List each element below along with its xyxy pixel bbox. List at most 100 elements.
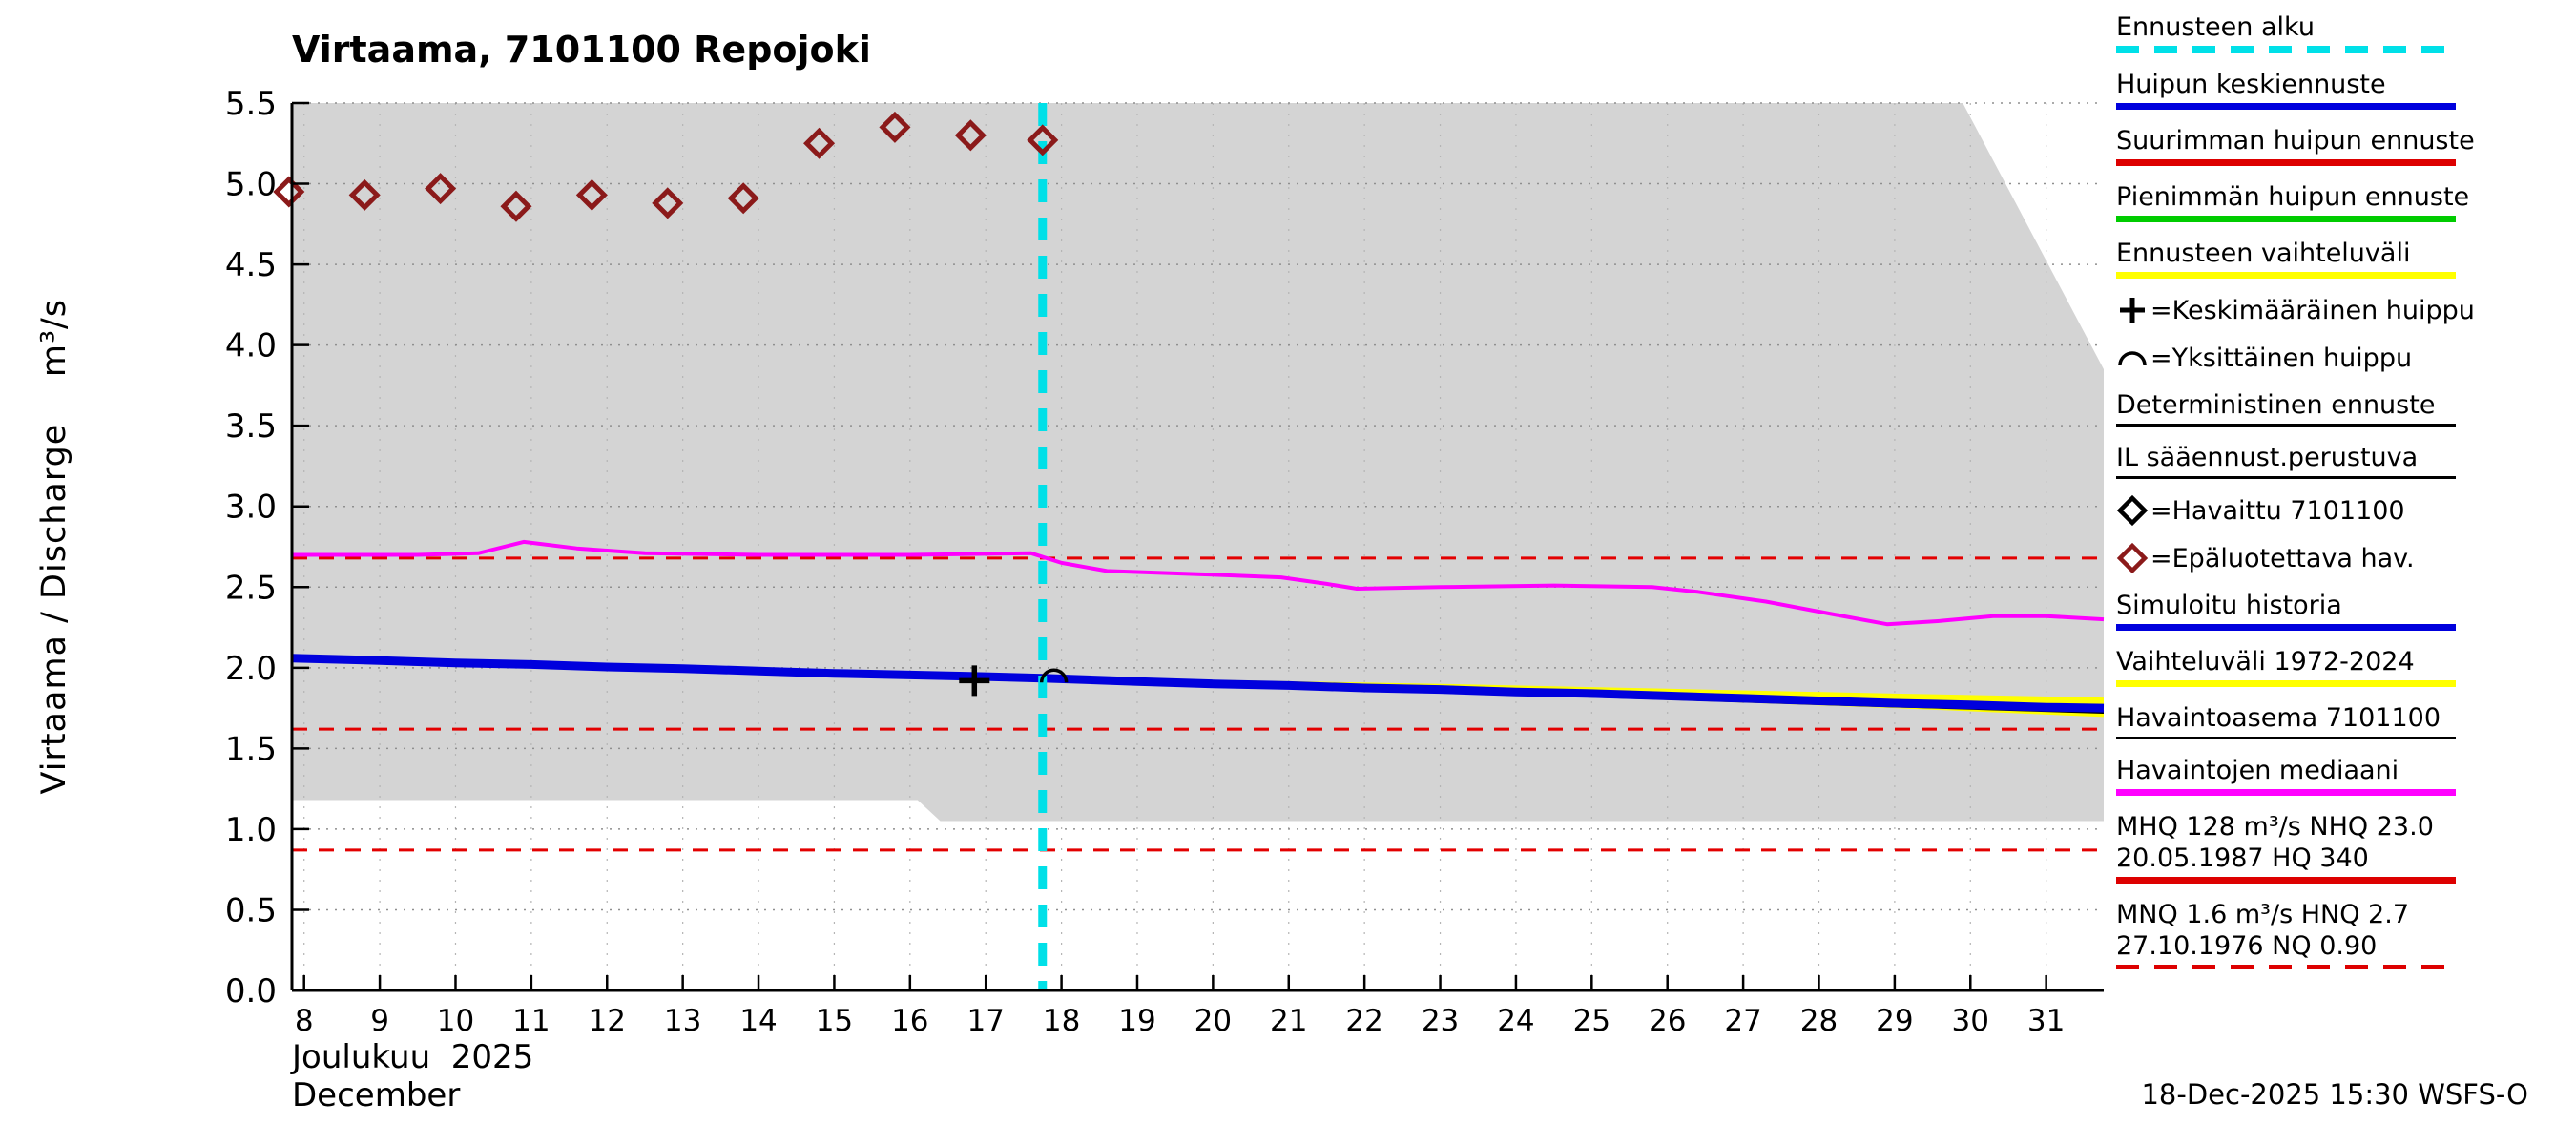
x-tick-label: 31 [2027,1004,2065,1038]
legend-item: Vaihteluväli 1972-2024 [2116,646,2456,687]
legend-swatch-line [2116,624,2456,631]
legend-item: Havaintoasema 7101100 [2116,702,2456,739]
y-axis-label: Virtaama / Discharge m³/s [35,299,73,795]
legend-item: =Yksittäinen huippu [2116,342,2456,380]
y-tick-label: 0.5 [225,891,277,929]
legend-swatch-line [2116,103,2456,110]
legend-label: =Keskimääräinen huippu [2150,295,2475,325]
y-tick-label: 2.0 [225,650,277,688]
legend-item: Ennusteen alku [2116,11,2456,53]
x-tick-label: 16 [891,1004,928,1038]
series-median [292,539,2105,627]
y-tick-label: 4.0 [225,327,277,365]
legend-label: Ennusteen vaihteluväli [2116,239,2411,268]
legend: Ennusteen alku Huipun keskiennuste Suurimm… [2116,11,2475,985]
unreliable-observation-diamond [803,127,836,159]
legend-label: Suurimman huipun ennuste [2116,126,2475,156]
diamond-marker-icon [2116,494,2149,527]
x-tick-label: 26 [1649,1004,1686,1038]
x-tick-label: 15 [816,1004,853,1038]
x-tick-label: 25 [1573,1004,1610,1038]
x-tick-label: 11 [512,1004,550,1038]
legend-swatch-line [2116,965,2456,969]
legend-label: =Yksittäinen huippu [2150,343,2413,373]
y-tick-label: 1.5 [225,730,277,768]
legend-label: Simuloitu historia [2116,591,2342,620]
x-tick-label: 9 [370,1004,389,1038]
legend-label: Ennusteen alku [2116,12,2315,42]
legend-item: =Havaittu 7101100 [2116,494,2456,532]
x-axis-month-fi: Joulukuu 2025 [292,1038,534,1076]
y-tick-label: 4.5 [225,246,277,284]
unreliable-observation-diamond [273,176,305,208]
legend-label: Havaintojen mediaani [2116,756,2399,785]
legend-item: MNQ 1.6 m³/s HNQ 2.7 27.10.1976 NQ 0.90 [2116,899,2456,969]
historical-range-area [292,103,2104,822]
legend-item: Suurimman huipun ennuste [2116,125,2475,166]
x-tick-label: 27 [1724,1004,1761,1038]
y-tick-label: 3.0 [225,489,277,527]
x-tick-label: 24 [1497,1004,1534,1038]
legend-item: Ennusteen vaihteluväli [2116,238,2456,279]
y-tick-label: 5.0 [225,166,277,204]
plus-marker-icon [2120,298,2145,323]
x-tick-label: 14 [739,1004,777,1038]
unreliable-observation-diamond [348,178,381,211]
legend-label: =Epäluotettava hav. [2150,543,2415,573]
unreliable-observation-diamond [575,178,608,211]
x-tick-label: 20 [1195,1004,1232,1038]
x-tick-label: 22 [1345,1004,1382,1038]
x-tick-label: 18 [1043,1004,1080,1038]
legend-label: =Havaittu 7101100 [2150,495,2405,526]
legend-item: Pienimmän huipun ennuste [2116,181,2469,222]
x-tick-label: 28 [1800,1004,1838,1038]
legend-item: =Epäluotettava hav. [2116,542,2456,580]
x-tick-label: 30 [1952,1004,1989,1038]
legend-label: Pienimmän huipun ennuste [2116,182,2470,212]
legend-label: MNQ 1.6 m³/s HNQ 2.7 [2116,900,2409,929]
legend-item: Deterministinen ennuste [2116,389,2456,427]
y-axis-label-wrap: Virtaama / Discharge m³/s [25,103,84,990]
x-tick-label: 23 [1422,1004,1459,1038]
chart-title: Virtaama, 7101100 Repojoki [292,29,871,71]
legend-label: Havaintoasema 7101100 [2116,703,2441,733]
legend-swatch-line [2116,476,2456,479]
legend-swatch-line [2116,877,2456,884]
legend-swatch-line [2116,272,2456,279]
legend-item: Huipun keskiennuste [2116,69,2456,110]
y-tick-label: 3.5 [225,407,277,446]
x-tick-label: 19 [1118,1004,1155,1038]
x-tick-label: 29 [1876,1004,1913,1038]
unreliable-observation-diamond [727,182,759,215]
legend-item: IL sääennust.perustuva [2116,442,2456,479]
x-tick-label: 13 [664,1004,701,1038]
legend-swatch-line [2116,680,2456,687]
y-tick-label: 2.5 [225,569,277,607]
legend-label: MHQ 128 m³/s NHQ 23.0 [2116,812,2434,842]
y-tick-label: 5.5 [225,85,277,123]
unreliable-observation-diamond [1027,124,1059,156]
x-tick-label: 10 [437,1004,474,1038]
unreliable-observation-diamond [954,119,987,152]
legend-swatch-line [2116,737,2456,739]
legend-swatch-line [2116,789,2456,796]
legend-swatch-line [2116,216,2456,222]
unreliable-observation-diamond [500,190,532,222]
legend-item: MHQ 128 m³/s NHQ 23.0 20.05.1987 HQ 340 [2116,811,2456,884]
legend-label: IL sääennust.perustuva [2116,443,2419,472]
x-axis-month-en: December [292,1076,461,1114]
x-tick-label: 21 [1270,1004,1307,1038]
unreliable-observation-diamond [425,173,457,205]
diamond-marker-icon [2116,542,2149,574]
legend-label: 27.10.1976 NQ 0.90 [2116,931,2378,961]
legend-label: Deterministinen ennuste [2116,390,2436,420]
arc-marker-icon [2118,351,2147,366]
x-tick-label: 8 [295,1004,314,1038]
x-tick-label: 17 [966,1004,1004,1038]
legend-item: Simuloitu historia [2116,590,2456,631]
y-tick-label: 0.0 [225,972,277,1010]
legend-label: Huipun keskiennuste [2116,70,2386,99]
single-peak-arc-marker [1039,668,1069,683]
